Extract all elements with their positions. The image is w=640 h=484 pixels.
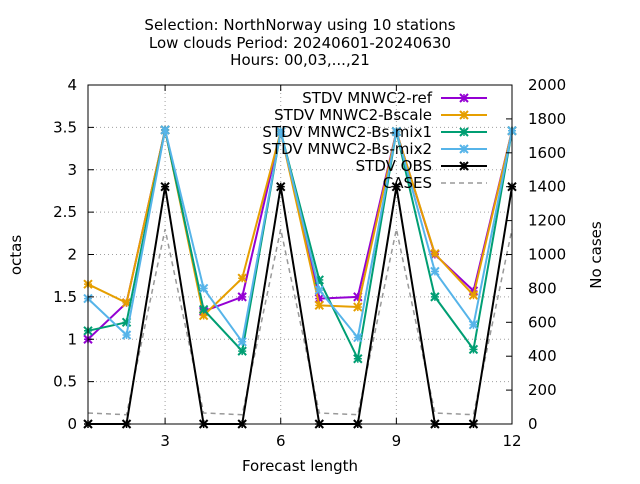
legend-key <box>441 144 487 154</box>
data-point <box>459 127 469 137</box>
y2-tick-label: 600 <box>528 313 557 331</box>
x-tick-label: 12 <box>502 432 521 450</box>
data-point <box>468 320 479 330</box>
chart-title-line-3: Hours: 00,03,...,21 <box>230 51 370 69</box>
series-stdv-mnwc2-bs-mix1 <box>83 125 517 364</box>
data-point <box>459 161 469 171</box>
data-point <box>121 330 132 340</box>
y2-tick-label: 0 <box>528 415 538 433</box>
data-point <box>353 354 363 364</box>
x-tick-label: 9 <box>392 432 402 450</box>
y2-tick-label: 2000 <box>528 76 566 94</box>
legend-label: STDV MNWC2-Bscale <box>274 106 432 124</box>
axis-ticks: 0 0.5 1 1.5 2 2.5 3 3.5 4 0 200 400 600 800 1000 1200 14… <box>53 76 566 450</box>
data-point <box>430 266 440 277</box>
x-axis-label: Forecast length <box>242 457 358 475</box>
data-point <box>353 292 363 302</box>
series-stdv-mnwc2-bs-mix2 <box>83 125 517 347</box>
legend-key <box>441 127 487 137</box>
data-point <box>430 248 440 259</box>
y-tick-label: 3.5 <box>53 118 77 136</box>
data-point <box>353 302 363 312</box>
legend-label: CASES <box>383 174 432 192</box>
series-layer <box>83 125 517 429</box>
data-point <box>391 181 402 192</box>
data-point <box>459 110 469 120</box>
legend-label: STDV MNWC2-ref <box>302 89 432 107</box>
series-cases <box>87 228 513 416</box>
data-point <box>160 125 170 135</box>
data-point <box>353 332 363 343</box>
y-tick-label: 1.5 <box>53 288 77 306</box>
data-point <box>468 344 479 355</box>
data-point <box>459 144 469 154</box>
x-tick-label: 6 <box>276 432 286 450</box>
y2-tick-label: 400 <box>528 347 557 365</box>
data-point <box>237 337 247 347</box>
y-tick-label: 0.5 <box>53 373 77 391</box>
y-tick-label: 1 <box>67 330 77 348</box>
data-point <box>391 126 402 137</box>
y-tick-label: 4 <box>67 76 77 94</box>
y-tick-label: 0 <box>67 415 77 433</box>
y2-tick-label: 1600 <box>528 144 566 162</box>
data-point <box>237 292 247 302</box>
legend-label: STDV MNWC2-Bs-mix1 <box>262 123 432 141</box>
y-tick-label: 3 <box>67 161 77 179</box>
series-line <box>87 129 513 345</box>
data-point <box>160 181 170 192</box>
legend-key <box>441 110 487 120</box>
data-point <box>276 126 286 137</box>
series-line <box>87 228 513 416</box>
legend-label: STDV OBS <box>356 157 432 175</box>
y2-tick-label: 1000 <box>528 246 566 264</box>
y-tick-label: 2.5 <box>53 203 77 221</box>
legend-label: STDV MNWC2-Bs-mix2 <box>262 140 432 158</box>
data-point <box>459 93 469 103</box>
data-point <box>237 273 247 283</box>
y2-tick-label: 800 <box>528 279 557 297</box>
data-point <box>430 292 440 302</box>
chart-title-line-1: Selection: NorthNorway using 10 stations <box>144 16 455 34</box>
y2-axis-label: No cases <box>587 221 605 289</box>
x-tick-label: 3 <box>160 432 170 450</box>
y-tick-label: 2 <box>67 246 77 264</box>
y2-tick-label: 200 <box>528 381 557 399</box>
y-axis-label: octas <box>7 235 25 275</box>
legend-key <box>441 161 487 171</box>
data-point <box>276 181 286 192</box>
legend-key <box>441 93 487 103</box>
data-point <box>314 285 324 295</box>
data-point <box>314 300 324 311</box>
data-point <box>468 290 479 300</box>
data-point <box>198 304 209 315</box>
chart-title-line-2: Low clouds Period: 20240601-20240630 <box>149 34 451 52</box>
y2-tick-label: 1400 <box>528 178 566 196</box>
data-point <box>198 283 209 294</box>
y2-tick-label: 1200 <box>528 212 566 230</box>
y2-tick-label: 1800 <box>528 110 566 128</box>
data-point <box>237 346 247 356</box>
